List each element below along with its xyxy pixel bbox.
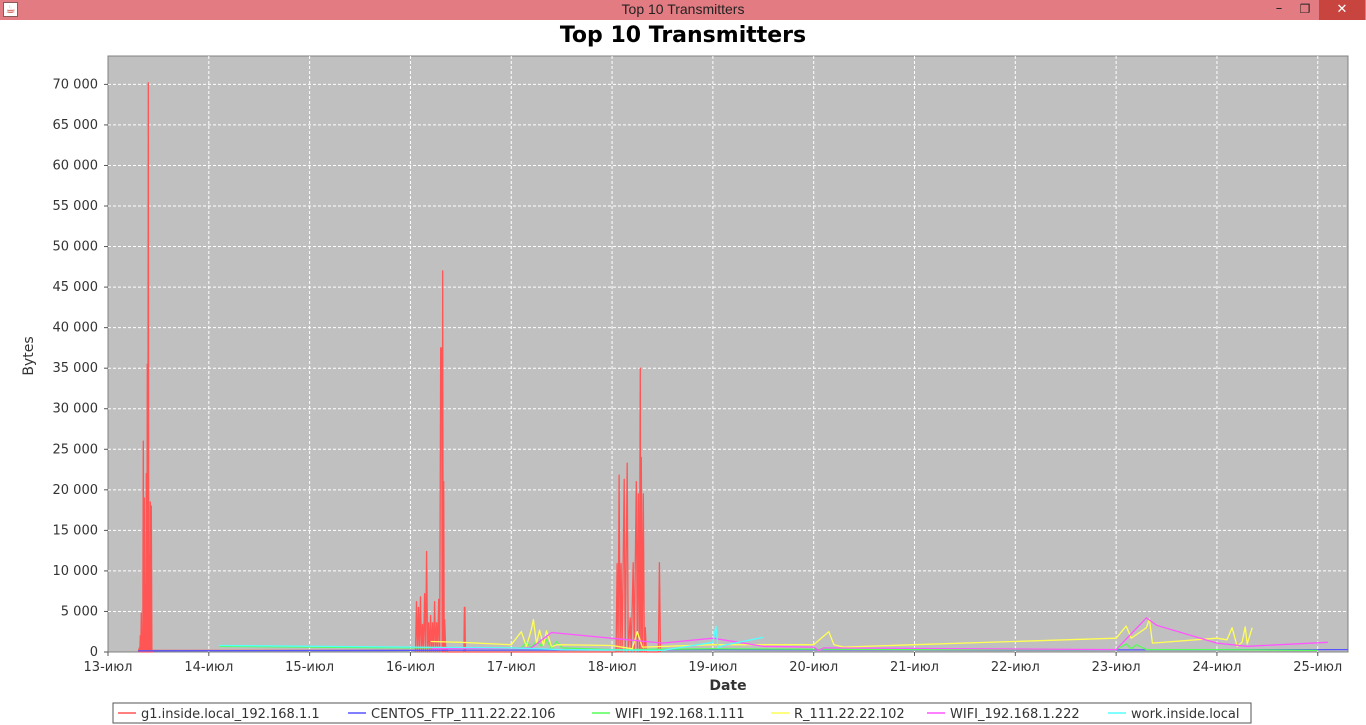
chart-title: Top 10 Transmitters — [560, 23, 806, 48]
x-axis: 13-июл 14-июл 15-июл 16-июл 17-июл 18-июл 19-и… — [84, 652, 1342, 675]
series-line — [218, 625, 764, 652]
y-tick-label: 65 000 — [53, 118, 99, 133]
y-tick-label: 30 000 — [53, 402, 99, 417]
legend — [112, 702, 1252, 724]
y-tick-label: 10 000 — [53, 564, 99, 579]
chart: Top 10 Transmitters 0 5 000 10 000 15 000 20… — [21, 23, 1349, 724]
x-tick-label: 21-июл — [890, 660, 939, 675]
x-tick-label: 13-июл — [84, 660, 133, 675]
x-tick-label: 15-июл — [285, 660, 334, 675]
plot-area — [107, 55, 1349, 653]
x-tick-label: 25-июл — [1293, 660, 1342, 675]
y-tick-label: 25 000 — [53, 442, 99, 457]
window-title: Top 10 Transmitters — [621, 1, 745, 17]
series-line — [138, 648, 1349, 652]
legend-label: CENTOS_FTP_111.22.22.106 — [371, 707, 556, 722]
gridlines — [108, 56, 1348, 652]
x-tick-label: 20-июл — [789, 660, 838, 675]
java-icon: ☕ — [3, 2, 18, 17]
legend-label: R_111.22.22.102 — [794, 707, 905, 722]
y-tick-label: 50 000 — [53, 240, 99, 255]
y-tick-label: 15 000 — [53, 523, 99, 538]
y-tick-label: 35 000 — [53, 361, 99, 376]
series-lines — [137, 82, 1349, 653]
y-tick-label: 20 000 — [53, 483, 99, 498]
close-button[interactable]: ✕ — [1319, 0, 1365, 20]
x-tick-label: 22-июл — [991, 660, 1040, 675]
legend-label: WIFI_192.168.1.111 — [615, 707, 745, 722]
y-tick-label: 5 000 — [61, 604, 98, 619]
y-tick-label: 70 000 — [53, 77, 99, 92]
x-tick-label: 14-июл — [184, 660, 233, 675]
y-tick-label: 55 000 — [53, 199, 99, 214]
legend-label: work.inside.local — [1131, 707, 1240, 722]
x-tick-label: 16-июл — [386, 660, 435, 675]
x-tick-label: 23-июл — [1092, 660, 1141, 675]
window-titlebar: ☕ Top 10 Transmitters – ❐ ✕ — [0, 0, 1366, 20]
legend-label: g1.inside.local_192.168.1.1 — [141, 707, 320, 722]
x-tick-label: 18-июл — [588, 660, 637, 675]
legend-items: g1.inside.local_192.168.1.1 CENTOS_FTP_11… — [118, 707, 1240, 722]
legend-label: WIFI_192.168.1.222 — [950, 707, 1080, 722]
x-tick-label: 24-июл — [1192, 660, 1241, 675]
x-axis-label: Date — [709, 678, 746, 694]
y-axis: 0 5 000 10 000 15 000 20 000 25 000 30 000 35 0… — [53, 77, 108, 660]
y-axis-label: Bytes — [21, 336, 37, 375]
series-line — [137, 82, 662, 653]
minimize-button[interactable]: – — [1275, 1, 1283, 16]
maximize-button[interactable]: ❐ — [1299, 2, 1311, 16]
x-tick-label: 17-июл — [487, 660, 536, 675]
y-tick-label: 60 000 — [53, 158, 99, 173]
series-line — [218, 639, 1318, 652]
y-tick-label: 45 000 — [53, 280, 99, 295]
x-tick-label: 19-июл — [688, 660, 737, 675]
series-line — [430, 618, 1253, 650]
series-line — [430, 617, 1328, 652]
y-tick-label: 40 000 — [53, 321, 99, 336]
y-tick-label: 0 — [90, 645, 98, 660]
